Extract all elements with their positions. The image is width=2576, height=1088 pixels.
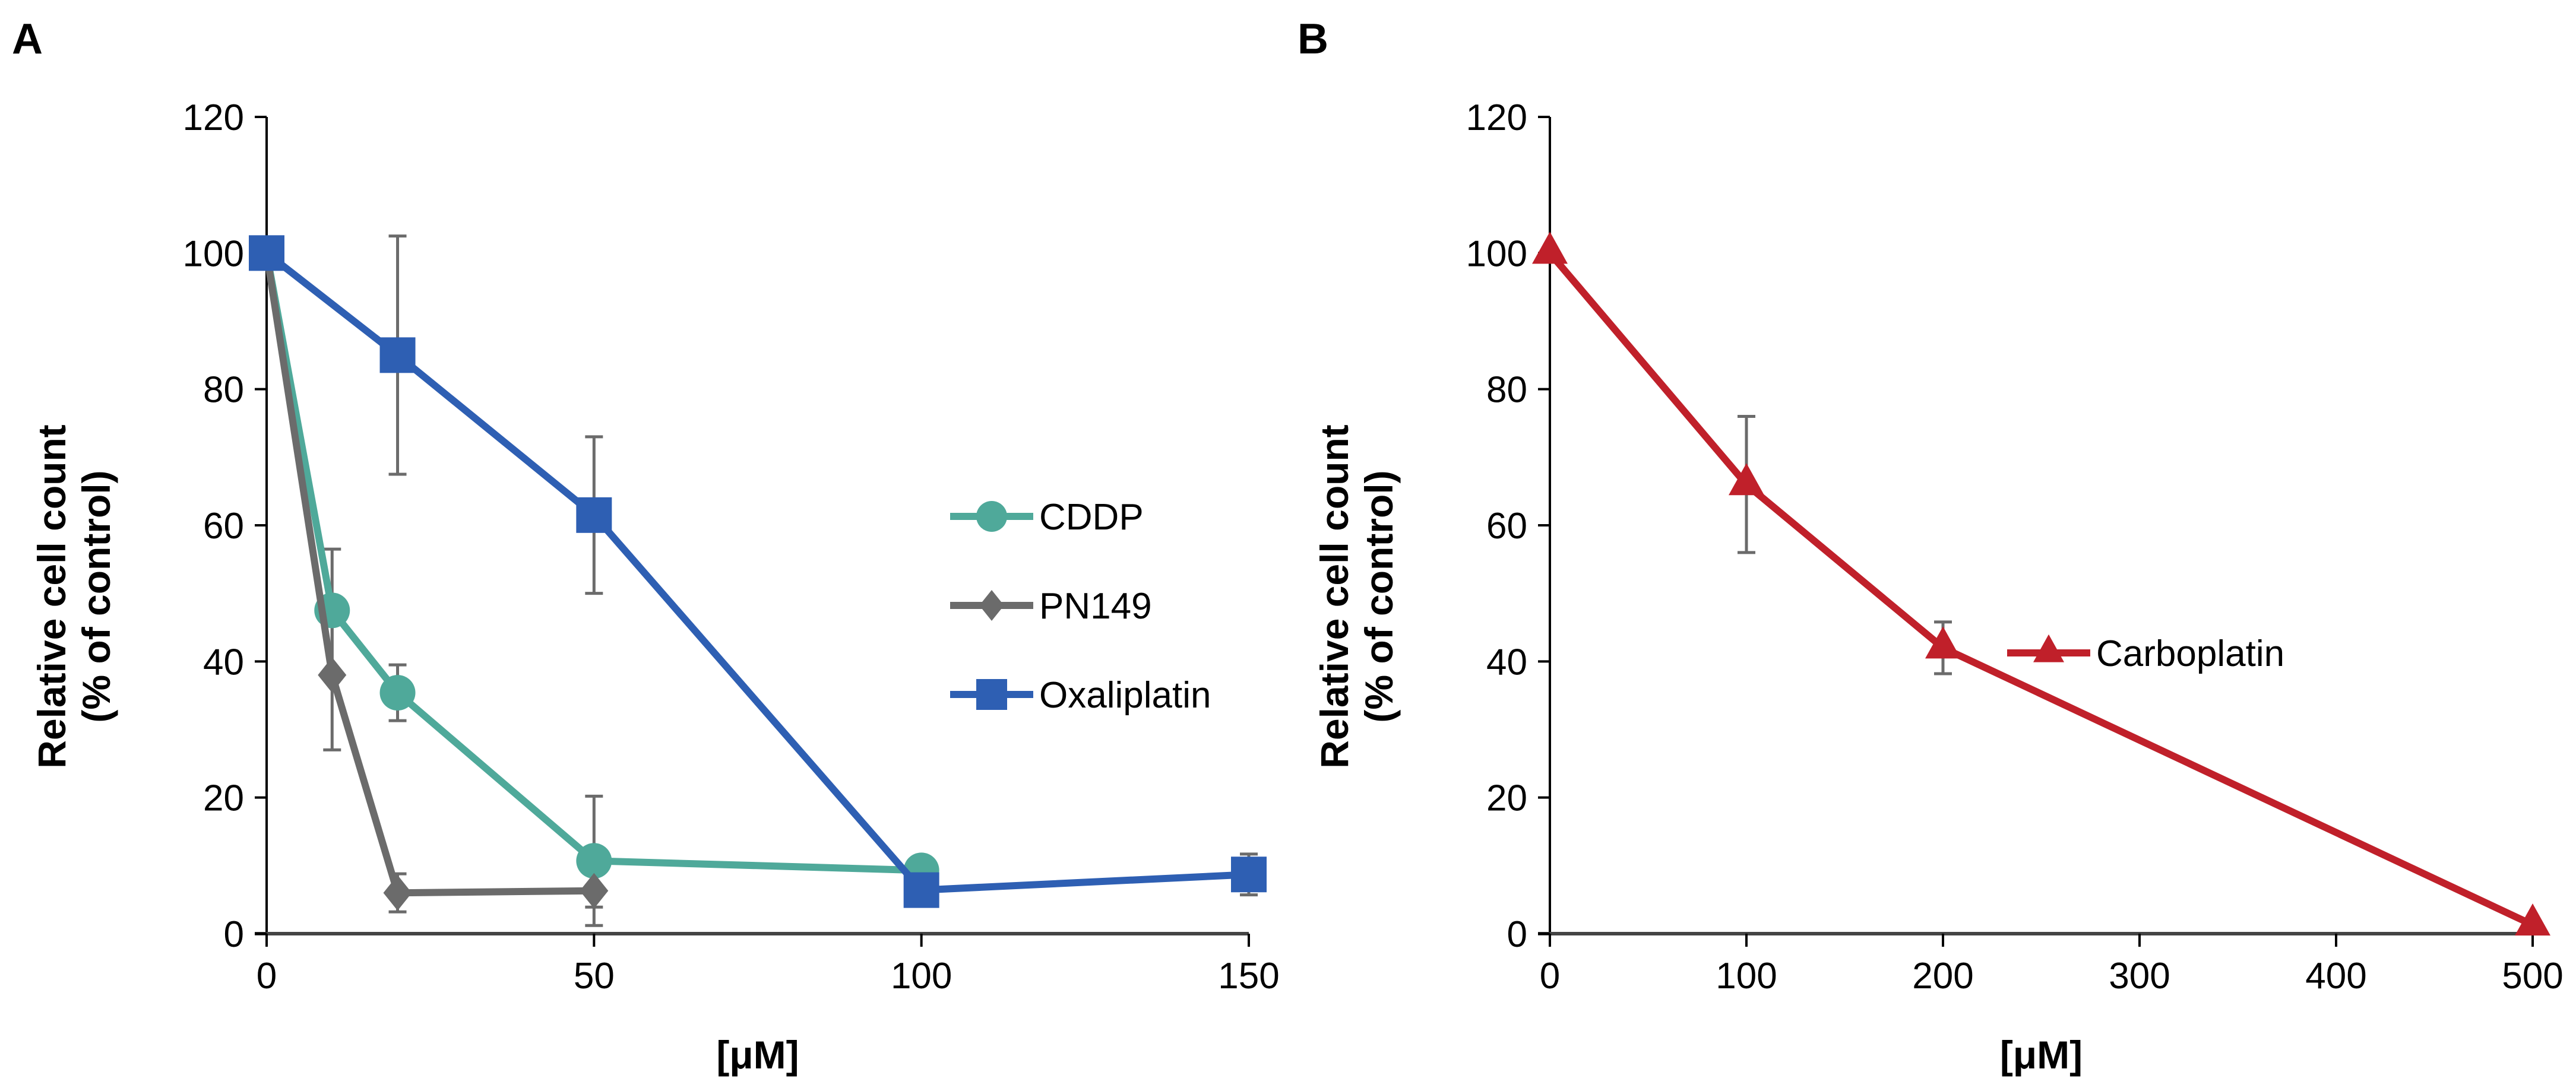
legend-label: PN149 xyxy=(1039,586,1152,627)
series-line xyxy=(263,252,594,897)
square-marker xyxy=(576,497,612,533)
legend-label: CDDP xyxy=(1039,497,1144,538)
diamond-marker xyxy=(580,873,609,909)
x-tick-label: 0 xyxy=(257,956,277,997)
x-tick-label: 50 xyxy=(574,956,615,997)
circle-marker xyxy=(976,501,1007,532)
diamond-marker xyxy=(979,590,1004,621)
y-tick-label: 80 xyxy=(203,370,244,411)
x-tick-label: 150 xyxy=(1218,956,1279,997)
legend-item: Oxaliplatin xyxy=(950,675,1211,716)
series-line xyxy=(1547,250,2534,928)
x-tick-label: 100 xyxy=(1716,956,1777,997)
y-tick-label: 60 xyxy=(203,506,244,547)
y-axis-label-line: Relative cell count xyxy=(1312,424,1356,769)
legend-item: Carboplatin xyxy=(2007,633,2284,674)
y-tick-label: 120 xyxy=(1466,97,1527,138)
y-tick-label: 0 xyxy=(1507,914,1527,955)
y-tick-label: 80 xyxy=(1486,370,1527,411)
series-carboplatin xyxy=(1532,231,2550,936)
y-tick-label: 40 xyxy=(1486,642,1527,683)
square-marker xyxy=(379,337,416,373)
diamond-marker xyxy=(318,657,347,693)
panel-B: B 0 20 40 60 80 100 120 0 100 200 300 400 500 [μM] Rela… xyxy=(1298,15,2564,1077)
square-marker xyxy=(1231,857,1267,893)
y-tick-label: 120 xyxy=(183,97,244,138)
x-tick-label: 100 xyxy=(891,956,952,997)
series-oxaliplatin xyxy=(249,235,1267,908)
x-axis-label: [μM] xyxy=(2000,1033,2083,1077)
triangle-marker xyxy=(1729,463,1764,496)
square-marker xyxy=(903,872,939,908)
y-tick-label: 20 xyxy=(203,778,244,819)
legend-item: PN149 xyxy=(950,586,1152,627)
legend-label: Carboplatin xyxy=(2096,633,2284,674)
y-axis-label-line: (% of control) xyxy=(74,470,118,722)
legend-label: Oxaliplatin xyxy=(1039,675,1211,716)
y-axis-label-line: (% of control) xyxy=(1357,470,1401,722)
legend-item: CDDP xyxy=(950,497,1144,538)
panel-label: A xyxy=(12,15,43,63)
y-axis-label: Relative cell count(% of control) xyxy=(30,424,118,769)
square-marker xyxy=(976,679,1007,710)
x-tick-label: 0 xyxy=(1540,956,1560,997)
x-tick-label: 500 xyxy=(2502,956,2563,997)
panel-A: A 0 20 40 60 80 100 120 0 50 100 150 [μM] Relative ce… xyxy=(12,15,1280,1077)
x-tick-label: 300 xyxy=(2109,956,2170,997)
y-tick-label: 100 xyxy=(1466,233,1527,274)
y-tick-label: 20 xyxy=(1486,778,1527,819)
y-tick-label: 60 xyxy=(1486,506,1527,547)
triangle-marker xyxy=(1925,626,1961,659)
triangle-marker xyxy=(2033,634,2064,662)
x-axis-label: [μM] xyxy=(716,1033,799,1077)
y-tick-label: 0 xyxy=(224,914,244,955)
square-marker xyxy=(249,235,284,271)
triangle-marker xyxy=(2515,903,2550,936)
y-axis-label-line: Relative cell count xyxy=(30,424,74,769)
x-tick-label: 400 xyxy=(2305,956,2366,997)
y-tick-label: 100 xyxy=(183,233,244,274)
panel-label: B xyxy=(1298,15,1328,63)
circle-marker xyxy=(576,843,612,879)
triangle-marker xyxy=(1532,231,1568,264)
series-pn149 xyxy=(252,235,609,911)
y-tick-label: 40 xyxy=(203,642,244,683)
diamond-marker xyxy=(383,875,412,911)
circle-marker xyxy=(379,675,416,711)
y-axis-label: Relative cell count(% of control) xyxy=(1312,424,1401,769)
x-tick-label: 200 xyxy=(1912,956,1973,997)
